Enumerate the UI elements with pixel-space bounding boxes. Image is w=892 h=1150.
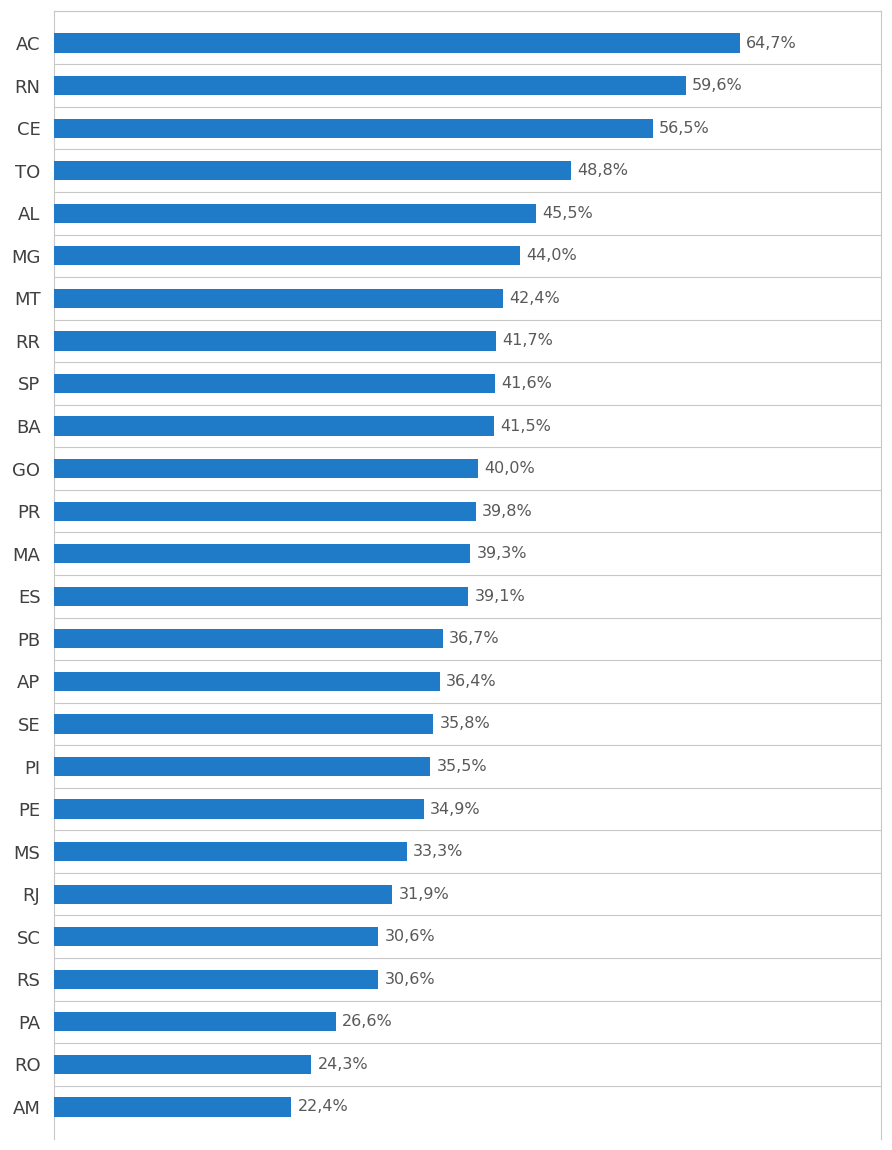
Text: 41,7%: 41,7% bbox=[502, 334, 553, 348]
Text: 34,9%: 34,9% bbox=[430, 802, 481, 816]
Text: 40,0%: 40,0% bbox=[484, 461, 535, 476]
Text: 31,9%: 31,9% bbox=[399, 887, 449, 902]
Text: 64,7%: 64,7% bbox=[747, 36, 797, 51]
Text: 42,4%: 42,4% bbox=[509, 291, 560, 306]
Text: 45,5%: 45,5% bbox=[542, 206, 593, 221]
Bar bbox=[54, 161, 571, 181]
Text: 41,5%: 41,5% bbox=[500, 419, 551, 434]
Bar bbox=[54, 374, 495, 393]
Bar bbox=[54, 672, 440, 691]
Text: 39,3%: 39,3% bbox=[477, 546, 527, 561]
Bar bbox=[54, 714, 434, 734]
Text: 36,4%: 36,4% bbox=[446, 674, 497, 689]
Text: 41,6%: 41,6% bbox=[501, 376, 552, 391]
Bar bbox=[54, 289, 503, 308]
Bar bbox=[54, 33, 739, 53]
Text: 30,6%: 30,6% bbox=[384, 929, 435, 944]
Text: 35,5%: 35,5% bbox=[436, 759, 487, 774]
Bar bbox=[54, 76, 686, 95]
Bar bbox=[54, 927, 378, 946]
Text: 35,8%: 35,8% bbox=[440, 716, 491, 731]
Bar bbox=[54, 1012, 335, 1032]
Bar bbox=[54, 586, 468, 606]
Text: 30,6%: 30,6% bbox=[384, 972, 435, 987]
Bar bbox=[54, 459, 478, 478]
Text: 56,5%: 56,5% bbox=[659, 121, 710, 136]
Text: 44,0%: 44,0% bbox=[526, 248, 577, 263]
Bar bbox=[54, 416, 494, 436]
Bar bbox=[54, 204, 536, 223]
Bar bbox=[54, 629, 443, 649]
Text: 39,1%: 39,1% bbox=[475, 589, 525, 604]
Text: 26,6%: 26,6% bbox=[343, 1014, 392, 1029]
Bar bbox=[54, 118, 653, 138]
Bar bbox=[54, 842, 407, 861]
Bar bbox=[54, 799, 424, 819]
Text: 48,8%: 48,8% bbox=[578, 163, 629, 178]
Text: 33,3%: 33,3% bbox=[413, 844, 464, 859]
Bar bbox=[54, 884, 392, 904]
Bar bbox=[54, 757, 430, 776]
Bar bbox=[54, 1097, 291, 1117]
Text: 36,7%: 36,7% bbox=[450, 631, 500, 646]
Text: 22,4%: 22,4% bbox=[298, 1099, 349, 1114]
Text: 24,3%: 24,3% bbox=[318, 1057, 368, 1072]
Bar bbox=[54, 331, 496, 351]
Text: 39,8%: 39,8% bbox=[483, 504, 533, 519]
Bar bbox=[54, 501, 475, 521]
Bar bbox=[54, 246, 520, 266]
Text: 59,6%: 59,6% bbox=[692, 78, 743, 93]
Bar bbox=[54, 1055, 311, 1074]
Bar bbox=[54, 969, 378, 989]
Bar bbox=[54, 544, 470, 564]
